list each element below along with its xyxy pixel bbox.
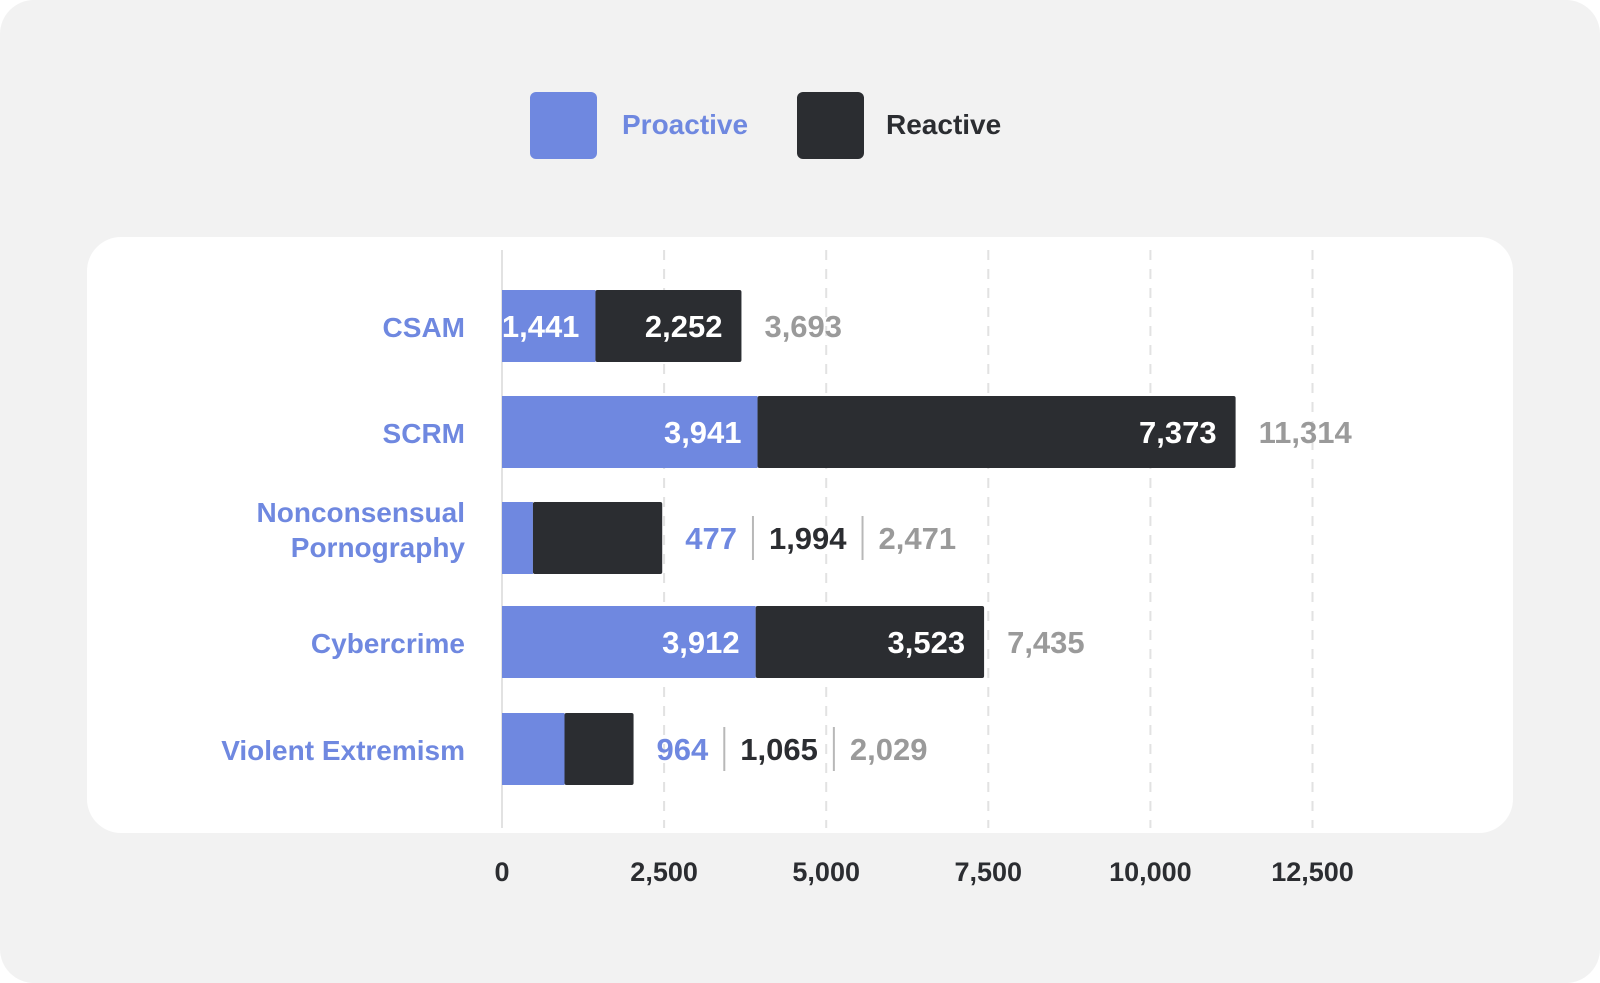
bar-reactive [595, 290, 742, 362]
legend-label-reactive: Reactive [886, 109, 1002, 140]
legend-label-proactive: Proactive [622, 109, 749, 140]
data-label-total: 7,435 [1007, 625, 1085, 660]
bar-reactive [755, 606, 985, 678]
bar-proactive [502, 606, 756, 678]
bar-reactive [757, 396, 1236, 468]
data-label-reactive: 1,994 [769, 521, 847, 556]
data-label-reactive: 3,523 [888, 625, 966, 660]
x-tick-label: 5,000 [792, 857, 860, 887]
category-label: CSAM [383, 312, 465, 343]
legend-swatch-proactive [530, 92, 597, 159]
bar-proactive [502, 713, 565, 785]
bar-reactive [532, 502, 663, 574]
data-label-total: 3,693 [764, 309, 842, 344]
category-label: Cybercrime [311, 628, 465, 659]
legend-swatch-reactive [797, 92, 864, 159]
data-label-total: 2,029 [850, 732, 928, 767]
x-tick-label: 0 [494, 857, 509, 887]
x-tick-label: 10,000 [1109, 857, 1192, 887]
data-label-reactive: 7,373 [1139, 415, 1217, 450]
plot-panel [87, 237, 1513, 833]
x-tick-label: 2,500 [630, 857, 698, 887]
bar-reactive [564, 713, 634, 785]
bar-proactive [502, 396, 758, 468]
bar-proactive [502, 290, 596, 362]
category-label: Pornography [291, 532, 466, 563]
data-label-proactive: 3,912 [662, 625, 740, 660]
data-label-proactive: 3,941 [664, 415, 742, 450]
category-label: Nonconsensual [257, 497, 465, 528]
data-label-reactive: 1,065 [740, 732, 818, 767]
data-label-proactive: 964 [657, 732, 709, 767]
category-label: Violent Extremism [221, 735, 465, 766]
data-label-proactive: 1,441 [502, 309, 580, 344]
data-label-total: 11,314 [1259, 415, 1353, 450]
x-tick-label: 7,500 [955, 857, 1023, 887]
category-label: SCRM [383, 418, 465, 449]
x-tick-label: 12,500 [1271, 857, 1354, 887]
bar-proactive [502, 502, 533, 574]
data-label-proactive: 477 [685, 521, 737, 556]
data-label-reactive: 2,252 [645, 309, 723, 344]
data-label-total: 2,471 [879, 521, 957, 556]
